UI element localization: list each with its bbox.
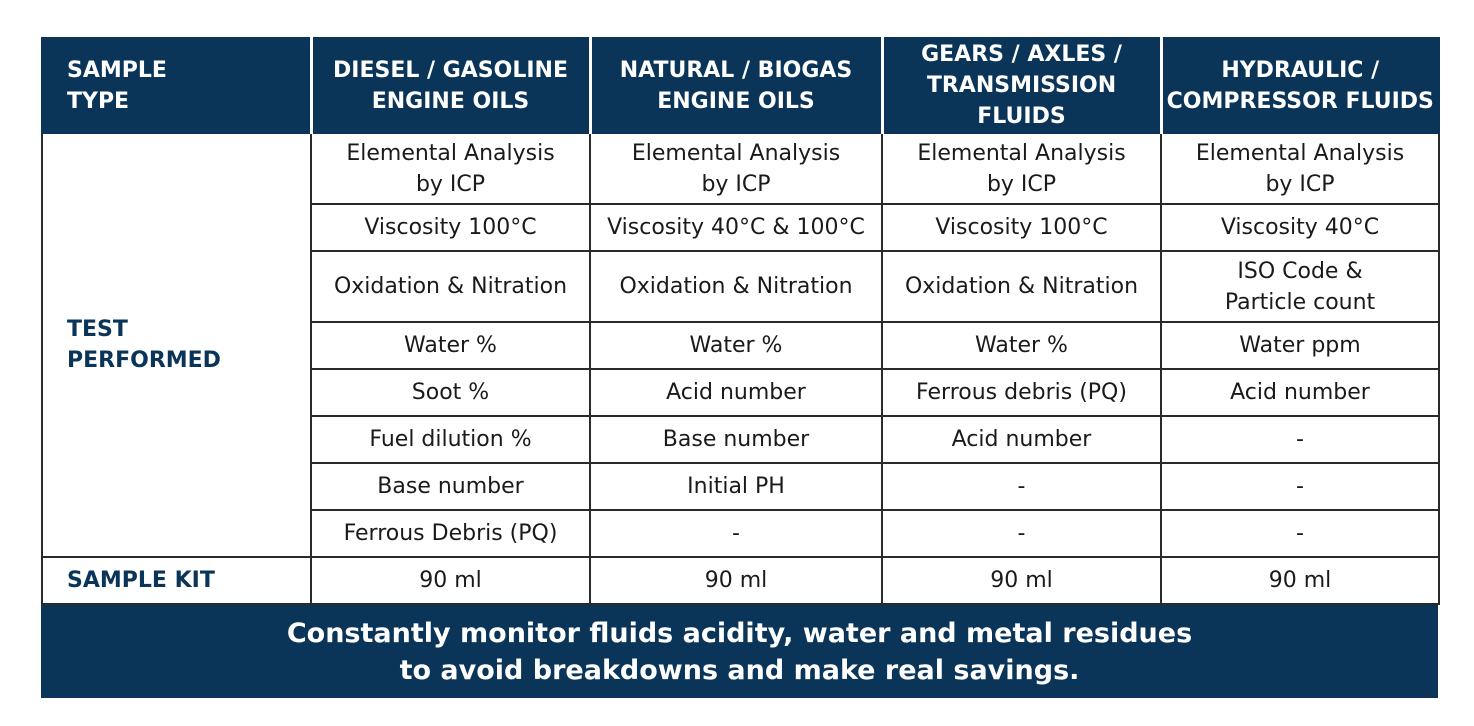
table-cell: Ferrous debris (PQ) xyxy=(881,368,1162,417)
test-row: Viscosity 100°C Viscosity 40°C & 100°C V… xyxy=(42,203,1440,252)
table-cell: Acid number xyxy=(1160,368,1440,417)
footer-banner: Constantly monitor fluids acidity, water… xyxy=(41,605,1438,698)
table-cell: Water ppm xyxy=(1160,321,1440,370)
table-cell: Viscosity 40°C xyxy=(1160,203,1440,252)
table-cell: Viscosity 100°C xyxy=(881,203,1162,252)
table-cell: 90 ml xyxy=(1160,556,1440,605)
table-cell: - xyxy=(589,509,883,558)
header-gears-axles: GEARS / AXLES / TRANSMISSION FLUIDS xyxy=(880,37,1162,134)
sample-kit-row: SAMPLE KIT 90 ml 90 ml 90 ml 90 ml xyxy=(41,556,1440,605)
table-cell: Ferrous Debris (PQ) xyxy=(310,509,591,558)
table-cell: Base number xyxy=(589,415,883,464)
test-row: Soot % Acid number Ferrous debris (PQ) A… xyxy=(42,368,1440,417)
table-cell: Water % xyxy=(589,321,883,370)
table-cell: Viscosity 40°C & 100°C xyxy=(589,203,883,252)
table-cell: ISO Code & Particle count xyxy=(1160,250,1440,323)
table-cell: - xyxy=(1160,509,1440,558)
table-cell: Acid number xyxy=(589,368,883,417)
header-natural-biogas: NATURAL / BIOGAS ENGINE OILS xyxy=(588,37,883,134)
table-cell: 90 ml xyxy=(589,556,883,605)
header-sample-type: SAMPLE TYPE xyxy=(41,37,312,134)
table-cell: Initial PH xyxy=(589,462,883,511)
test-row: Fuel dilution % Base number Acid number … xyxy=(42,415,1440,464)
table-cell: Oxidation & Nitration xyxy=(310,250,591,323)
header-row: SAMPLE TYPE DIESEL / GASOLINE ENGINE OIL… xyxy=(41,37,1440,134)
test-row: Ferrous Debris (PQ) - - - xyxy=(42,509,1440,558)
table-cell: Water % xyxy=(310,321,591,370)
sample-kit-label: SAMPLE KIT xyxy=(41,556,312,605)
test-row: Base number Initial PH - - xyxy=(42,462,1440,511)
table-cell: Elemental Analysis by ICP xyxy=(881,132,1162,205)
table-cell: Elemental Analysis by ICP xyxy=(589,132,883,205)
table-cell: 90 ml xyxy=(881,556,1162,605)
table-cell: - xyxy=(881,509,1162,558)
table-cell: Fuel dilution % xyxy=(310,415,591,464)
oil-analysis-table: SAMPLE TYPE DIESEL / GASOLINE ENGINE OIL… xyxy=(41,37,1440,605)
table-cell: Elemental Analysis by ICP xyxy=(310,132,591,205)
test-row: Water % Water % Water % Water ppm xyxy=(42,321,1440,370)
table-cell: 90 ml xyxy=(310,556,591,605)
table-cell: Oxidation & Nitration xyxy=(589,250,883,323)
table-cell: Elemental Analysis by ICP xyxy=(1160,132,1440,205)
table-cell: - xyxy=(1160,462,1440,511)
table-cell: Viscosity 100°C xyxy=(310,203,591,252)
header-diesel-gasoline: DIESEL / GASOLINE ENGINE OILS xyxy=(309,37,591,134)
table-cell: Oxidation & Nitration xyxy=(881,250,1162,323)
table-cell: Acid number xyxy=(881,415,1162,464)
footer-line-2: to avoid breakdowns and make real saving… xyxy=(399,654,1080,686)
footer-line-1: Constantly monitor fluids acidity, water… xyxy=(286,617,1193,649)
header-hydraulic-compressor: HYDRAULIC / COMPRESSOR FLUIDS xyxy=(1159,37,1440,134)
test-row: TEST PERFORMED Elemental Analysis by ICP… xyxy=(41,132,1440,558)
table-cell: Soot % xyxy=(310,368,591,417)
table-cell: - xyxy=(1160,415,1440,464)
table-cell: - xyxy=(881,462,1162,511)
analysis-table-panel: SAMPLE TYPE DIESEL / GASOLINE ENGINE OIL… xyxy=(41,37,1440,698)
table-cell: Base number xyxy=(310,462,591,511)
test-performed-label: TEST PERFORMED xyxy=(41,132,312,558)
table-cell: Water % xyxy=(881,321,1162,370)
test-row: Oxidation & Nitration Oxidation & Nitrat… xyxy=(42,250,1440,323)
